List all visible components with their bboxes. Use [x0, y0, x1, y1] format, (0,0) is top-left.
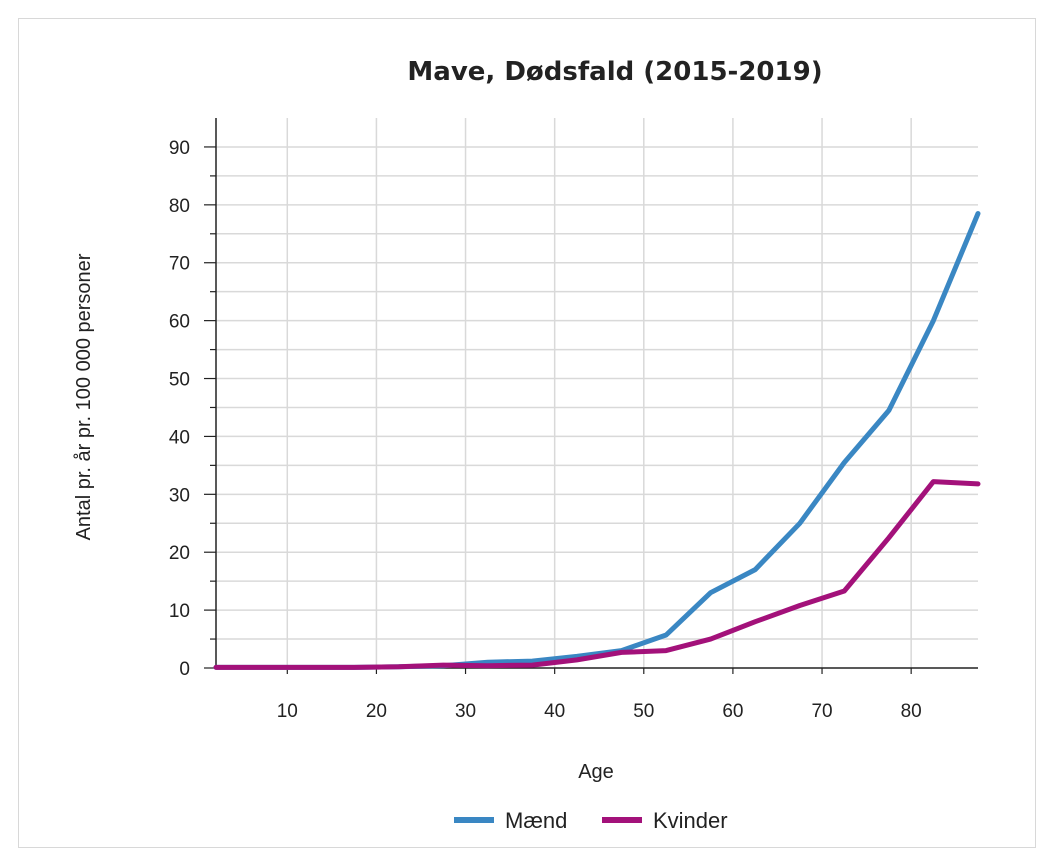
x-axis-title: Age: [578, 761, 614, 783]
x-tick-label: 20: [366, 701, 387, 722]
series-line-maend: [213, 211, 981, 670]
y-tick-label: 40: [169, 427, 190, 448]
legend-label-maend: Mænd: [505, 808, 567, 833]
legend: Mænd Kvinder: [454, 808, 728, 833]
x-tick-label: 70: [811, 701, 832, 722]
chart-title: Mave, Dødsfald (2015-2019): [407, 57, 822, 87]
grid: [216, 118, 978, 668]
y-tick-label: 50: [169, 370, 190, 391]
x-tick-label: 80: [901, 701, 922, 722]
y-tick-label: 0: [179, 659, 190, 680]
y-tick-label: 70: [169, 254, 190, 275]
legend-label-kvinder: Kvinder: [653, 808, 728, 833]
series-line-kvinder: [213, 479, 981, 670]
series-lines: [213, 211, 981, 670]
axes: 10 20 30 40 50 60 70 80 0 10 20 30 40 50 60 70 80 90: [169, 118, 978, 722]
y-tick-label: 60: [169, 312, 190, 333]
y-axis-title: Antal pr. år pr. 100 000 personer: [73, 253, 95, 540]
y-tick-label: 10: [169, 601, 190, 622]
x-tick-label: 50: [633, 701, 654, 722]
y-tick-label: 80: [169, 196, 190, 217]
x-tick-label: 40: [544, 701, 565, 722]
x-tick-label: 10: [277, 701, 298, 722]
x-tick-label: 60: [722, 701, 743, 722]
y-tick-label: 20: [169, 543, 190, 564]
x-tick-label: 30: [455, 701, 476, 722]
y-tick-label: 90: [169, 138, 190, 159]
y-tick-label: 30: [169, 485, 190, 506]
